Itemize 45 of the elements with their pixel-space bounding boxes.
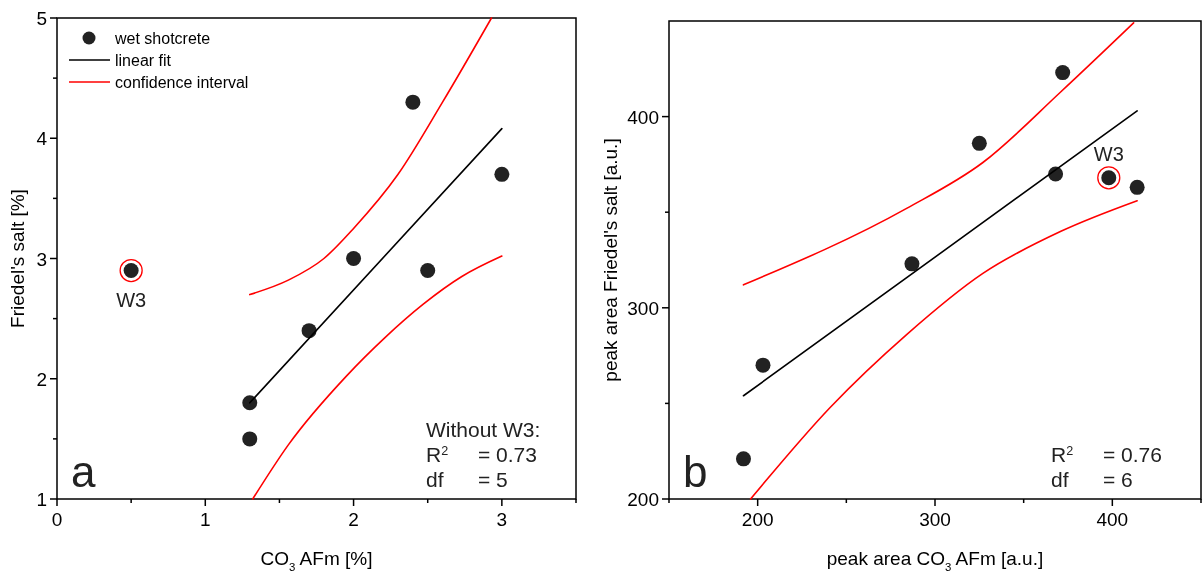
- text: R$^{2}$ = 0.73: [426, 443, 537, 466]
- x-tick-label: 1: [200, 509, 211, 530]
- x-tick-label: 2: [348, 509, 359, 530]
- point: [346, 251, 362, 266]
- line-series: [248, 17, 493, 296]
- point: [1129, 179, 1145, 195]
- y-axis-title: peak area Friedel's salt [a.u.]: [600, 138, 621, 382]
- y-tick-label: 2: [36, 368, 47, 390]
- x-tick-label: 200: [741, 509, 774, 530]
- y-tick-label: 1: [36, 489, 47, 510]
- x-tick-label: 300: [919, 509, 951, 530]
- text: df = 5: [426, 468, 508, 491]
- y-tick-label: 5: [36, 8, 47, 29]
- annotation: W3: [1093, 142, 1124, 165]
- y-tick-label: 3: [36, 248, 47, 270]
- legend-label: confidence interval: [115, 74, 249, 91]
- point: [971, 135, 987, 151]
- y-axis-title: Friedel's salt [%]: [7, 189, 28, 328]
- annotation: b: [683, 447, 708, 496]
- y-tick-label: 300: [627, 297, 659, 319]
- point: [242, 395, 258, 411]
- point: [1055, 65, 1071, 81]
- point: [242, 431, 258, 447]
- legend-label: linear fit: [115, 52, 172, 69]
- point: [420, 263, 436, 279]
- annotation: a: [71, 447, 96, 496]
- point: [735, 451, 751, 467]
- x-tick-label: 3: [496, 509, 508, 530]
- y-tick-label: 200: [627, 489, 659, 510]
- x-axis-title: peak area CO$_{3}$ AFm [a.u.]: [826, 548, 1044, 572]
- point: [405, 94, 421, 110]
- line-series: [742, 22, 1135, 286]
- y-tick-label: 400: [627, 106, 659, 128]
- x-tick-label: 0: [51, 509, 63, 530]
- text: R$^{2}$ = 0.76: [1051, 443, 1162, 466]
- point: [904, 256, 920, 272]
- y-tick-label: 4: [36, 128, 48, 150]
- annotation: W3: [116, 288, 147, 311]
- annotation: Without W3:: [426, 418, 541, 441]
- point: [755, 357, 771, 373]
- x-axis-title: CO$_{3}$ AFm [%]: [260, 548, 373, 572]
- legend-label: wet shotcrete: [114, 30, 211, 47]
- point: [494, 166, 510, 182]
- x-tick-label: 400: [1096, 509, 1129, 530]
- text: df = 6: [1051, 468, 1133, 491]
